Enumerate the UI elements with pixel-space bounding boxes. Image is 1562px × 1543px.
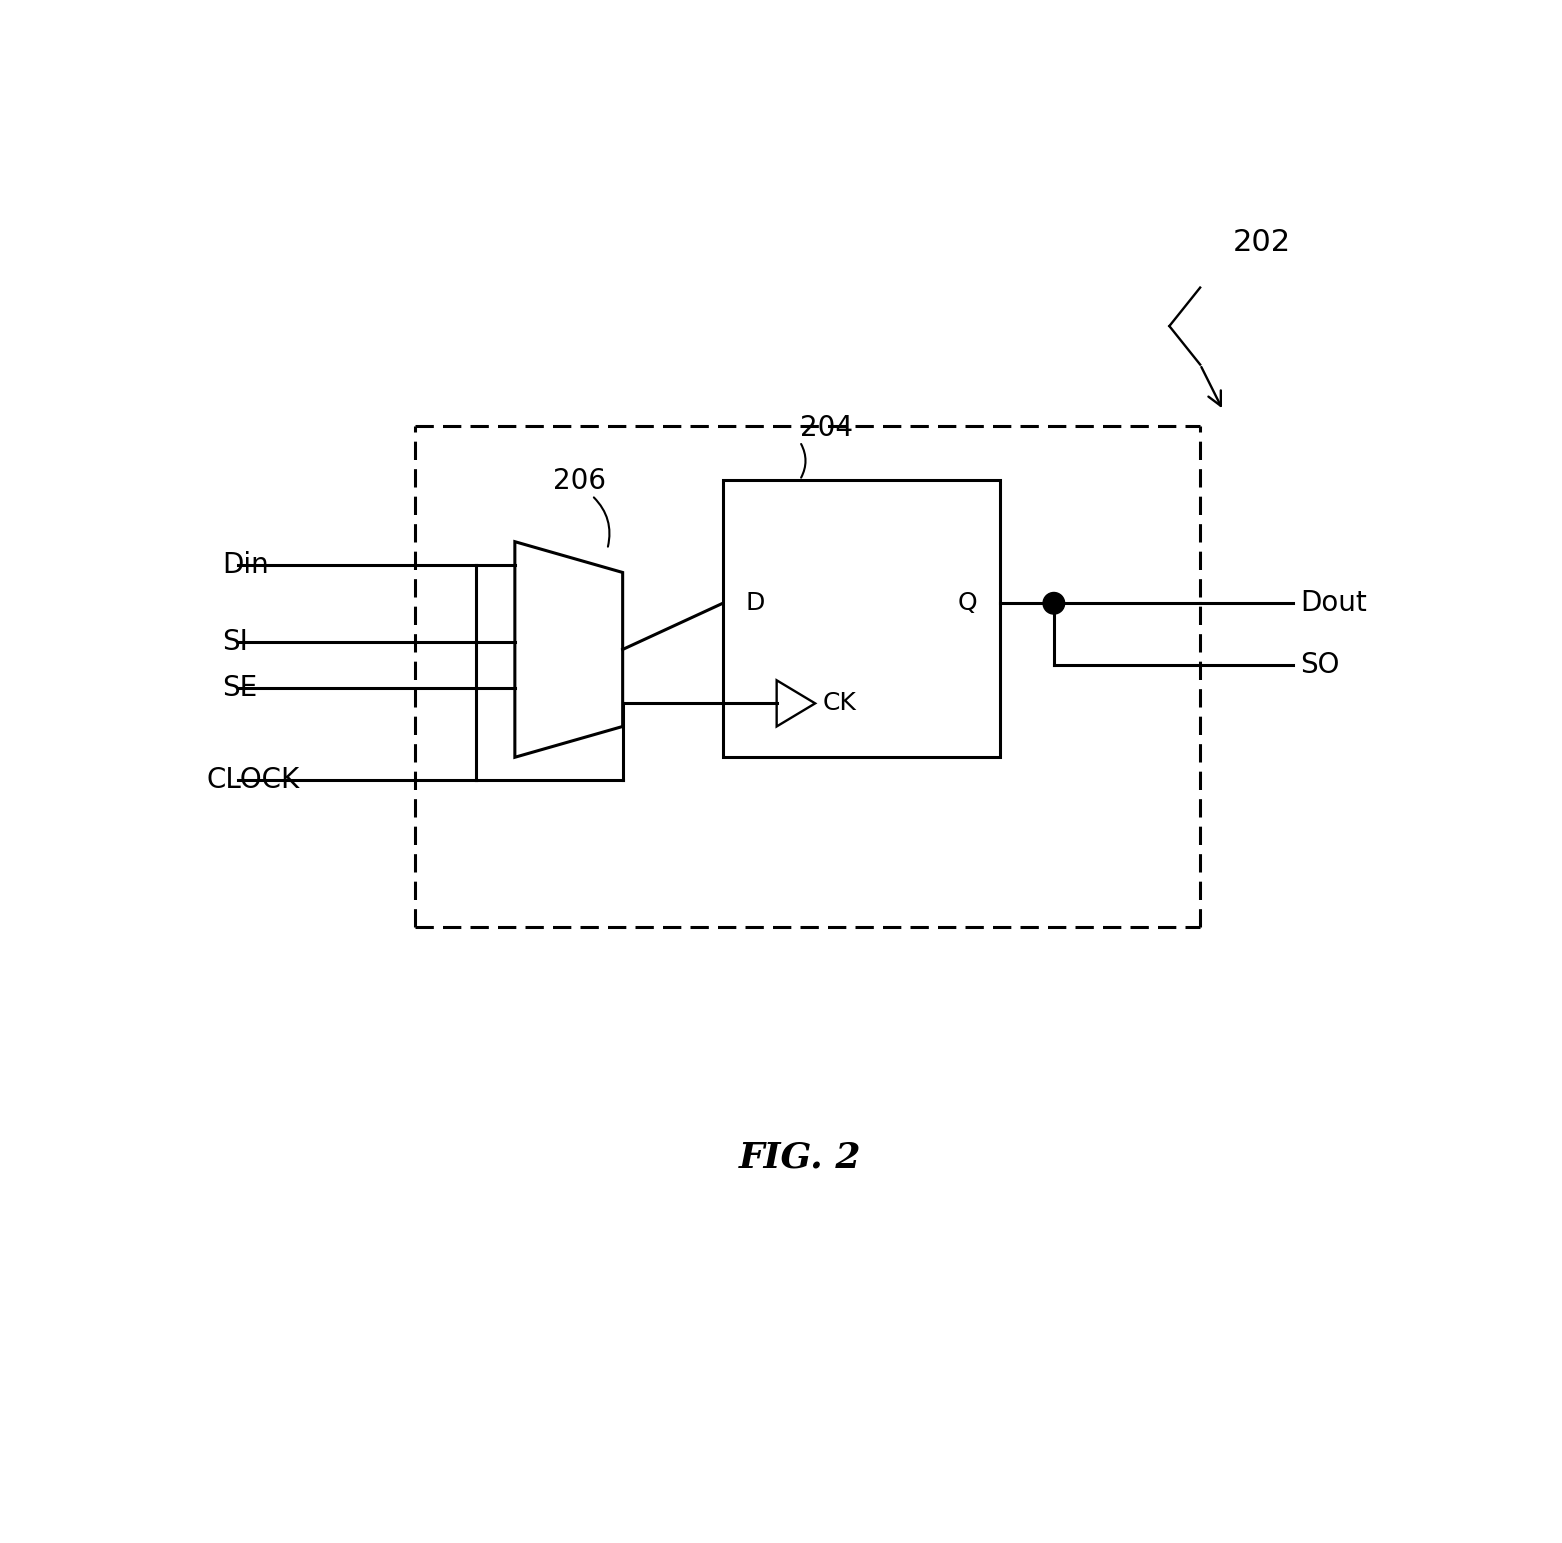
Text: Q: Q bbox=[958, 591, 976, 616]
Text: CK: CK bbox=[823, 691, 856, 716]
Bar bbox=[723, 480, 1000, 758]
Circle shape bbox=[1043, 593, 1065, 614]
Text: SO: SO bbox=[1300, 651, 1340, 679]
Text: CLOCK: CLOCK bbox=[206, 767, 300, 795]
Text: SE: SE bbox=[222, 674, 258, 702]
Text: 202: 202 bbox=[1232, 228, 1290, 256]
Text: 204: 204 bbox=[800, 414, 853, 441]
Text: 206: 206 bbox=[553, 468, 606, 495]
Text: Din: Din bbox=[222, 551, 269, 579]
Text: FIG. 2: FIG. 2 bbox=[739, 1140, 861, 1174]
Text: SI: SI bbox=[222, 628, 248, 656]
Text: Dout: Dout bbox=[1300, 589, 1367, 617]
Text: D: D bbox=[745, 591, 765, 616]
